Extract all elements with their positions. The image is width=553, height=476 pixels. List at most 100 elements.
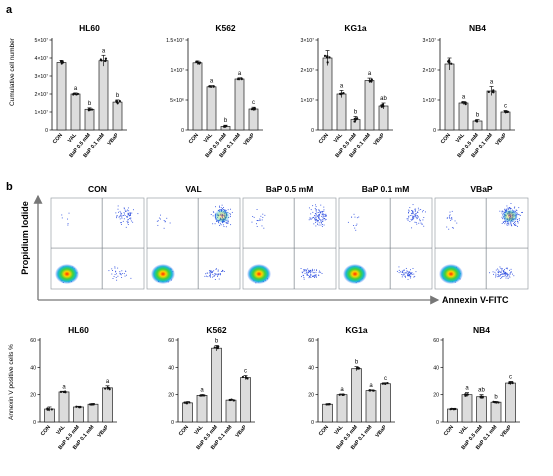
data-point [104,387,107,390]
event-dot [313,223,315,225]
event-dot [308,271,310,273]
event-dot [419,220,421,222]
event-dot [220,207,222,209]
category-label: VAL [193,424,205,436]
event-dot [259,218,261,220]
event-dot [317,219,319,221]
event-dot [411,213,413,214]
y-tick-label: 0 [311,420,314,426]
event-dot [415,212,417,214]
event-dot [163,227,165,229]
event-dot [119,210,121,212]
event-dot [519,214,521,216]
bar [225,399,237,423]
event-dot [508,223,510,225]
event-dot [321,222,322,224]
event-dot [127,222,128,224]
event-dot [318,271,320,273]
event-dot [498,275,500,277]
event-dot [319,222,321,224]
bar [70,93,81,131]
significance-letter: b [476,113,480,119]
event-dot [125,270,127,272]
event-dot [218,273,220,275]
event-dot [408,272,410,274]
event-dot [308,274,310,276]
event-dot [353,225,355,226]
event-dot [505,208,507,210]
event-dot [322,215,324,217]
event-dot [316,212,318,214]
event-dot [317,216,319,218]
event-dot [420,208,422,210]
event-dot [262,216,264,218]
event-dot [504,208,506,210]
event-dot [128,217,130,219]
event-dot [156,220,158,222]
event-dot [116,215,118,217]
category-label: CON [318,424,330,437]
event-dot [132,221,134,223]
event-dot [308,271,310,273]
event-dot [215,273,216,275]
event-dot [314,219,316,221]
event-dot [126,274,127,276]
event-dot [222,269,223,271]
event-dot [260,215,262,217]
density-hotspot [439,264,463,284]
event-dot [252,216,254,218]
event-dot [505,274,507,276]
event-dot [313,272,315,274]
event-dot [223,207,225,209]
event-dot [409,207,411,209]
event-dot [502,210,504,212]
data-point [209,85,212,88]
data-point [511,381,514,384]
bar [58,391,70,423]
event-dot [446,226,448,228]
event-dot [223,271,225,272]
event-dot [306,274,308,276]
significance-letter: a [74,86,78,92]
y-tick-label: 60 [308,338,314,344]
event-dot [504,223,506,225]
event-dot [325,215,327,217]
event-dot [398,272,400,274]
event-dot [409,273,411,275]
event-dot [315,271,317,273]
density-hotspot [151,264,175,284]
chart-title: K562 [215,23,236,33]
bar [87,403,99,423]
event-dot [405,276,407,278]
event-dot [315,275,317,277]
event-dot [324,219,326,221]
event-dot [120,222,122,224]
event-dot [119,271,121,273]
event-dot [417,217,418,219]
event-dot [212,223,214,225]
event-dot [398,266,400,268]
bar [56,62,67,131]
event-dot [115,271,117,273]
bar [365,390,377,423]
significance-letter: c [384,376,387,382]
event-dot [500,271,501,273]
event-dot [164,220,166,222]
event-dot [413,216,415,217]
bar [322,57,333,131]
event-dot [515,224,517,226]
event-dot [314,218,316,219]
event-dot [507,222,508,224]
event-dot [449,211,451,213]
event-dot [413,212,415,214]
data-point [199,394,202,397]
data-point [78,406,81,409]
panel-b-y-axis-label: Propidium Iodide [20,201,30,275]
event-dot [514,223,516,225]
data-point [75,93,78,96]
event-dot [509,207,511,209]
bar [336,93,347,131]
event-dot [217,270,219,272]
